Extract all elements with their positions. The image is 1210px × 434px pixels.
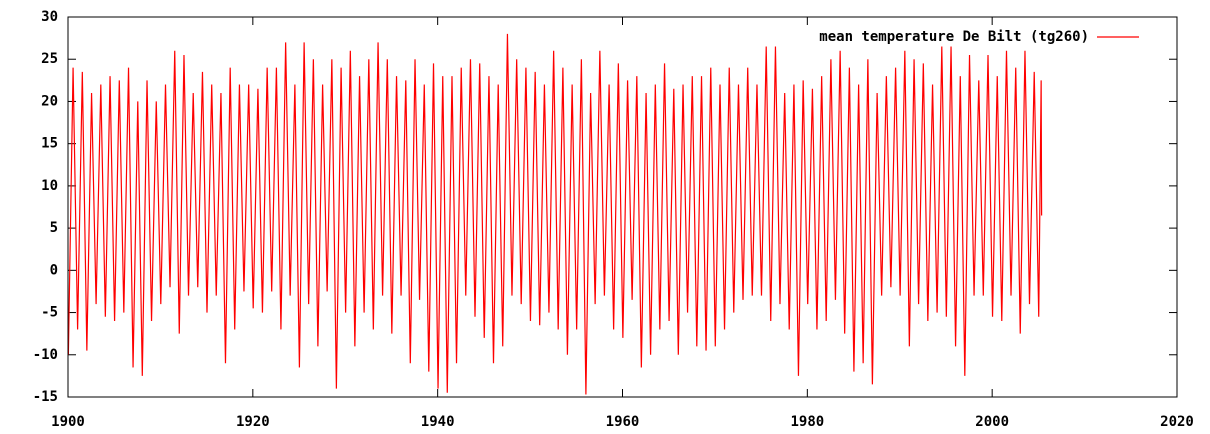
y-tick-label: 10: [41, 178, 58, 194]
x-tick-label: 1980: [790, 414, 824, 430]
y-tick-label: 20: [41, 93, 58, 109]
x-tick-label: 2020: [1160, 414, 1194, 430]
plot-border: [67, 16, 1178, 398]
y-tick-label: 25: [41, 51, 58, 67]
y-tick-label: 5: [50, 220, 58, 236]
y-tick-label: -5: [41, 305, 58, 321]
y-tick-label: 0: [50, 262, 58, 278]
legend-label: mean temperature De Bilt (tg260): [819, 29, 1089, 45]
y-tick-label: 30: [41, 9, 58, 25]
x-tick-label: 2000: [975, 414, 1009, 430]
data-line: [67, 33, 1043, 395]
y-tick-label: -10: [33, 347, 58, 363]
y-tick-label: -15: [33, 389, 58, 405]
y-tick-label: 15: [41, 136, 58, 152]
x-tick-label: 1940: [421, 414, 455, 430]
x-tick-label: 1920: [236, 414, 270, 430]
x-tick-label: 1900: [51, 414, 85, 430]
x-tick-label: 1960: [606, 414, 640, 430]
